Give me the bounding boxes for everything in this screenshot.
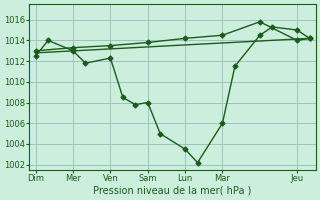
X-axis label: Pression niveau de la mer( hPa ): Pression niveau de la mer( hPa ) [93, 186, 252, 196]
